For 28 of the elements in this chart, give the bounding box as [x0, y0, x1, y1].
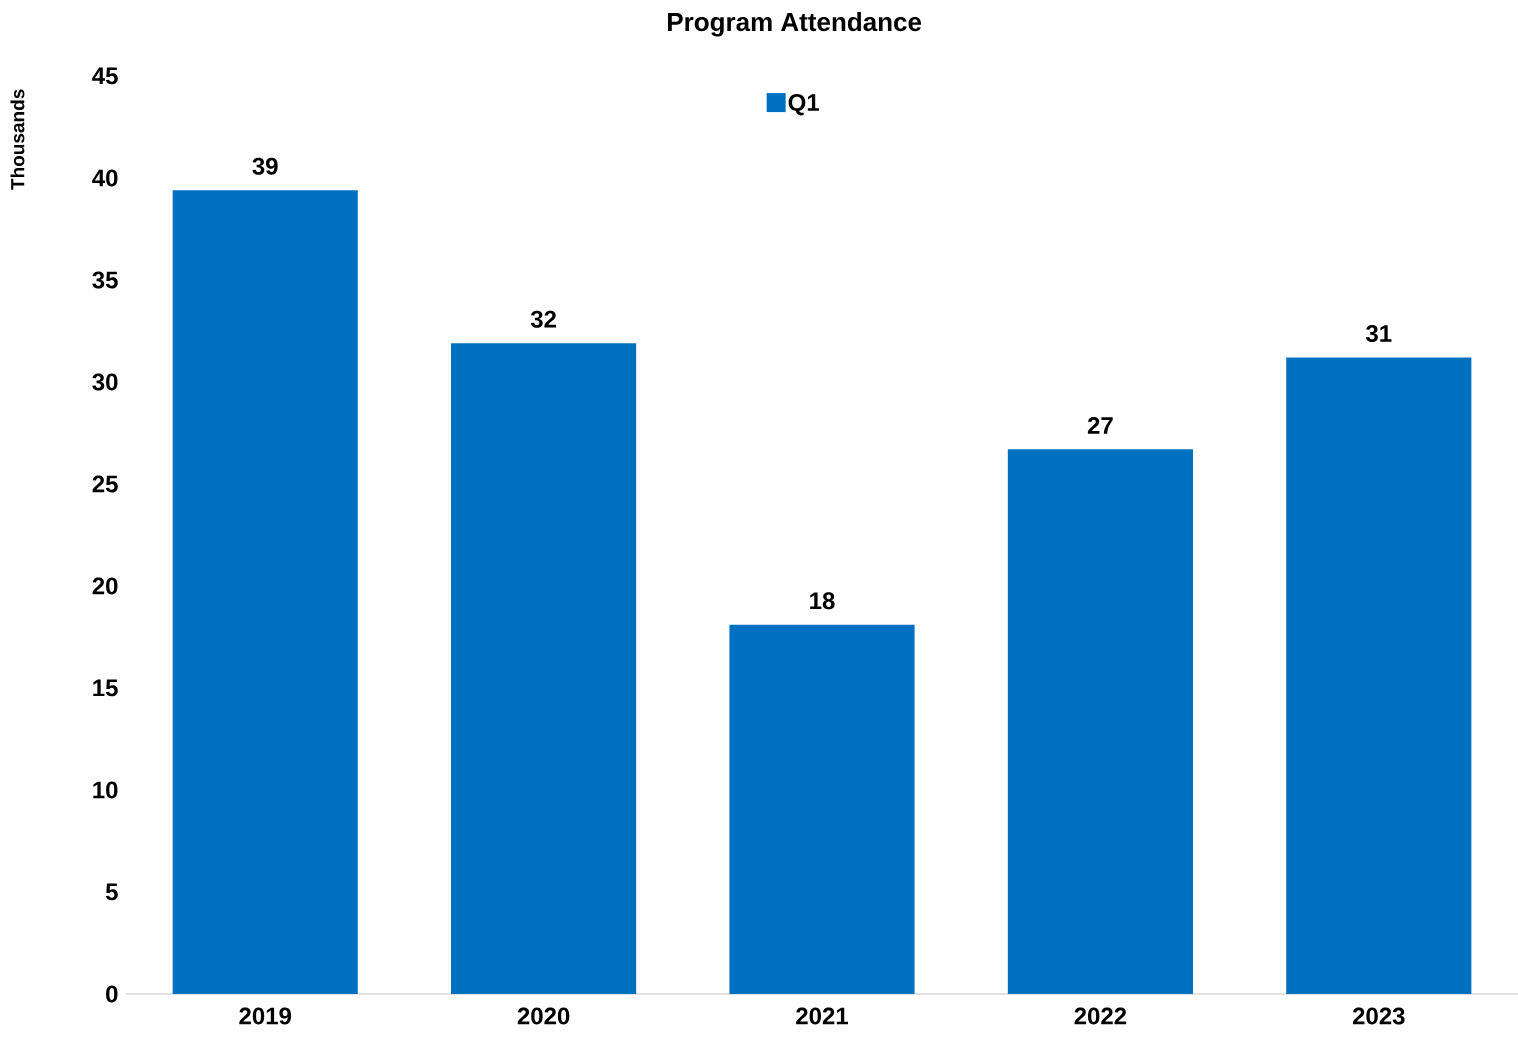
- data-label: 31: [1365, 324, 1392, 342]
- y-tick-label: 5: [105, 883, 118, 901]
- y-tick-label: 20: [92, 577, 118, 595]
- chart-title: Program Attendance: [668, 12, 922, 37]
- y-tick-label: 0: [106, 985, 118, 1003]
- y-tick-label: 10: [93, 781, 118, 799]
- x-tick-label: 2022: [1074, 1007, 1127, 1025]
- bar: [729, 624, 915, 994]
- y-tick-label: 30: [92, 373, 118, 391]
- bar: [172, 190, 358, 994]
- y-tick-label: 35: [92, 271, 118, 289]
- x-tick-label: 2021: [796, 1007, 849, 1025]
- bar: [1286, 357, 1472, 994]
- legend-label: Q1: [788, 93, 819, 116]
- y-tick-label: 25: [92, 475, 118, 493]
- data-label: 32: [530, 310, 556, 328]
- x-tick-label: 2019: [239, 1007, 291, 1025]
- y-tick-label: 40: [92, 169, 118, 187]
- data-label: 18: [810, 592, 835, 610]
- y-tick-label: 45: [92, 67, 118, 85]
- bar: [1007, 449, 1193, 994]
- bar: [451, 343, 637, 994]
- y-tick-label: 15: [93, 679, 118, 697]
- data-label: 39: [252, 157, 278, 175]
- x-tick-label: 2020: [517, 1007, 570, 1025]
- x-tick-label: 2023: [1352, 1007, 1405, 1025]
- data-label: 27: [1087, 417, 1113, 434]
- y-axis-title: Thousands: [10, 89, 25, 190]
